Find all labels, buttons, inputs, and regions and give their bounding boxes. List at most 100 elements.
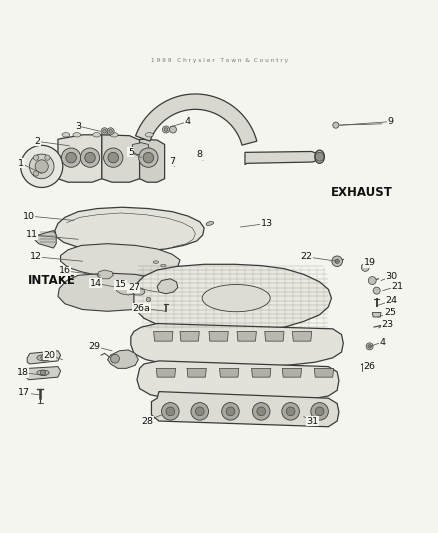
Polygon shape [264,332,283,341]
Text: 7: 7 [169,157,175,166]
Polygon shape [107,350,138,368]
Text: 5: 5 [127,148,134,157]
Circle shape [80,148,99,167]
Circle shape [134,287,139,292]
Ellipse shape [37,370,49,375]
Polygon shape [139,139,164,182]
Circle shape [286,407,294,416]
Polygon shape [34,230,56,248]
Polygon shape [292,332,311,341]
Circle shape [40,370,46,375]
Polygon shape [244,151,320,165]
Circle shape [146,297,150,302]
Text: 4: 4 [379,337,385,346]
Polygon shape [187,368,206,377]
Text: 3: 3 [75,122,81,131]
Polygon shape [131,324,343,367]
Polygon shape [74,138,88,143]
Polygon shape [153,332,173,341]
Text: 13: 13 [260,219,272,228]
Circle shape [365,343,372,350]
Circle shape [195,407,204,416]
Polygon shape [151,392,338,427]
Circle shape [66,152,76,163]
Circle shape [109,130,112,133]
Polygon shape [208,332,228,341]
Text: 21: 21 [390,282,403,291]
Polygon shape [282,368,301,377]
Circle shape [35,160,48,173]
Text: 25: 25 [383,308,395,317]
Circle shape [103,148,123,167]
Text: 31: 31 [306,416,318,425]
Circle shape [310,402,328,420]
Text: 18: 18 [17,368,29,377]
Polygon shape [60,244,180,278]
Circle shape [252,402,269,420]
Polygon shape [237,332,256,341]
Ellipse shape [153,261,158,263]
Text: 22: 22 [300,252,312,261]
Polygon shape [371,312,380,317]
Ellipse shape [160,264,166,267]
Circle shape [162,126,169,133]
Ellipse shape [110,133,118,137]
Circle shape [161,402,179,420]
Polygon shape [24,172,32,177]
Text: 11: 11 [25,230,38,239]
Polygon shape [137,361,338,402]
Circle shape [281,402,299,420]
Polygon shape [156,368,175,377]
Text: 10: 10 [22,212,35,221]
Circle shape [169,126,176,133]
Polygon shape [24,156,32,162]
Text: EXHAUST: EXHAUST [331,186,392,199]
Polygon shape [25,367,60,379]
Circle shape [33,155,39,160]
Text: 4: 4 [184,117,191,126]
Polygon shape [314,368,333,377]
Circle shape [102,130,106,133]
Circle shape [41,355,47,361]
Circle shape [191,402,208,420]
Text: 26a: 26a [132,304,150,313]
Ellipse shape [92,133,100,137]
Text: 23: 23 [380,320,392,329]
Ellipse shape [201,285,270,312]
Circle shape [101,128,108,135]
Polygon shape [132,288,145,295]
Circle shape [85,152,95,163]
Ellipse shape [145,133,153,137]
Polygon shape [135,94,256,145]
Polygon shape [27,351,60,364]
Ellipse shape [62,133,70,137]
Circle shape [143,152,153,163]
Circle shape [138,148,158,167]
Ellipse shape [205,222,213,225]
Circle shape [331,256,342,266]
Circle shape [367,277,375,285]
Circle shape [33,171,39,176]
Circle shape [256,407,265,416]
Text: 19: 19 [363,259,375,268]
Circle shape [107,128,114,135]
Text: 8: 8 [196,150,202,159]
Circle shape [110,354,119,363]
Polygon shape [97,270,113,279]
Text: 14: 14 [89,279,102,288]
Text: 24: 24 [385,296,397,305]
Circle shape [166,407,174,416]
Circle shape [314,152,323,161]
Text: 16: 16 [59,266,71,276]
Text: 20: 20 [43,351,55,360]
Text: INTAKE: INTAKE [28,274,76,287]
Polygon shape [58,135,102,182]
Text: 29: 29 [88,342,100,351]
Circle shape [372,287,379,294]
Polygon shape [251,368,270,377]
Polygon shape [58,273,174,311]
Circle shape [221,402,239,420]
Ellipse shape [73,133,81,137]
Polygon shape [180,332,199,341]
Text: 9: 9 [387,117,393,126]
